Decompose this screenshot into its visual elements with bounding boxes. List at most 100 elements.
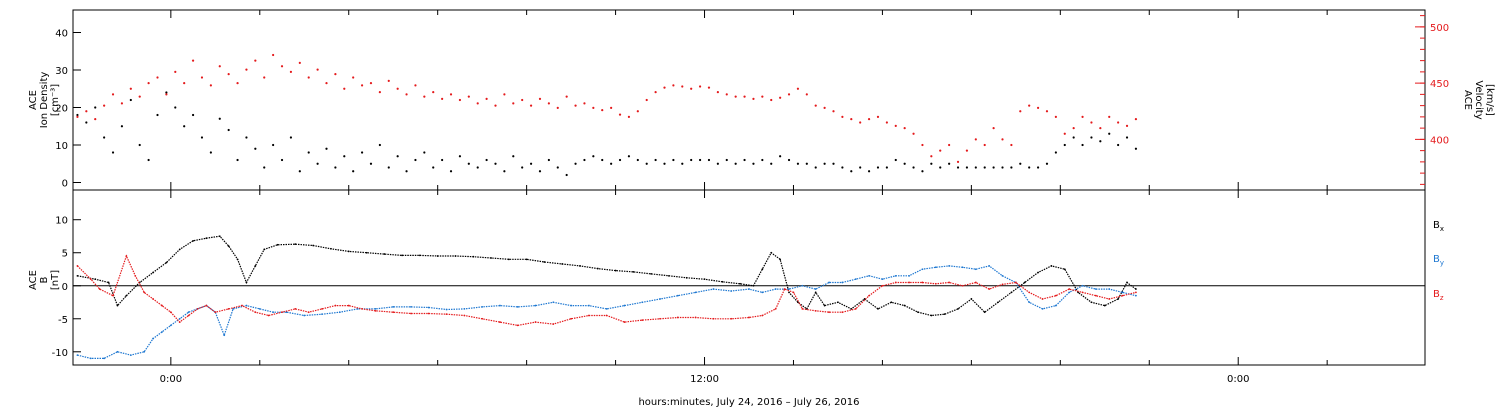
bz-point	[410, 312, 412, 315]
bz-point	[187, 314, 190, 317]
by-point	[392, 305, 395, 308]
bx-point	[1050, 265, 1053, 267]
velocity-point	[503, 93, 506, 96]
velocity-point	[1081, 115, 1084, 118]
velocity-point	[583, 102, 586, 105]
density-point	[601, 158, 604, 162]
bz-point	[676, 316, 679, 319]
density-tick-label: 0	[62, 179, 68, 190]
density-point	[458, 155, 462, 158]
bx-point	[227, 245, 230, 248]
density-point	[681, 162, 684, 165]
bx-point	[436, 255, 439, 257]
velocity-point	[1072, 127, 1075, 130]
bz-point	[659, 317, 661, 320]
bz-point	[1001, 283, 1004, 286]
velocity-point	[992, 127, 995, 130]
density-point	[610, 162, 613, 165]
bx-point	[165, 261, 168, 264]
by-point	[948, 265, 951, 267]
b-ylabel-line2: B	[39, 276, 50, 283]
velocity-point	[1099, 127, 1102, 130]
by-point	[499, 304, 501, 307]
by-point	[463, 307, 466, 310]
density-point	[956, 166, 960, 169]
by-point	[1081, 284, 1084, 287]
velocity-point	[823, 106, 826, 109]
bx-point	[779, 258, 782, 261]
by-point	[868, 274, 870, 277]
bx-point	[454, 255, 457, 257]
bz-point	[1054, 294, 1057, 297]
velocity-point	[387, 79, 390, 82]
density-point	[147, 158, 150, 162]
by-point	[761, 291, 764, 294]
density-point	[1090, 136, 1093, 139]
velocity-point	[894, 124, 897, 127]
velocity-point	[903, 127, 906, 130]
velocity-ylabel-line2: Velocity	[1473, 80, 1484, 119]
velocity-point	[547, 102, 550, 105]
bx-point	[917, 311, 919, 314]
bx-point	[943, 313, 946, 316]
bx-point	[596, 267, 599, 270]
density-point	[565, 173, 568, 177]
bz-series	[76, 254, 1137, 327]
velocity-series	[76, 53, 1138, 163]
bx-point	[1126, 281, 1128, 284]
bx-point	[490, 257, 492, 259]
by-point	[169, 324, 172, 327]
density-point	[512, 155, 515, 158]
bx-point	[1010, 291, 1013, 294]
bz-point	[1121, 294, 1124, 297]
density-tick-label: 10	[55, 141, 68, 152]
density-point	[805, 162, 808, 165]
bx-point	[383, 253, 386, 255]
density-point	[876, 166, 880, 169]
bx-point	[877, 307, 879, 310]
velocity-point	[129, 87, 132, 90]
bz-point	[961, 284, 964, 287]
by-point	[894, 274, 897, 277]
by-point	[374, 307, 377, 310]
bz-point	[445, 313, 448, 316]
velocity-point	[1134, 118, 1138, 121]
bz-point	[868, 294, 870, 297]
density-point	[227, 128, 230, 132]
bz-point	[89, 278, 92, 281]
bz-point	[623, 321, 626, 323]
velocity-point	[1117, 121, 1120, 124]
velocity-ylabel-line1: ACE	[1462, 90, 1473, 110]
density-point	[939, 166, 942, 169]
density-point	[645, 162, 648, 165]
bx-point	[245, 281, 248, 284]
density-point	[529, 162, 533, 165]
density-point	[200, 136, 204, 139]
velocity-point	[859, 121, 862, 124]
velocity-point	[1019, 110, 1022, 113]
velocity-point	[280, 65, 284, 68]
velocity-point	[867, 118, 871, 121]
by-point	[427, 306, 430, 309]
density-point	[432, 166, 435, 169]
bx-point	[525, 258, 528, 261]
b-ylabel-line1: ACE	[28, 270, 39, 290]
by-point	[676, 294, 679, 297]
bx-point	[116, 304, 119, 307]
bz-point	[112, 294, 114, 297]
bz-point	[908, 281, 911, 284]
time-tick-label: 0:00	[1227, 374, 1249, 385]
by-point	[143, 350, 146, 353]
velocity-point	[796, 87, 800, 90]
velocity-point	[369, 82, 373, 85]
density-point	[94, 106, 97, 109]
density-point	[1134, 147, 1138, 150]
by-point	[623, 304, 626, 307]
by-point	[908, 274, 911, 277]
bx-point	[703, 278, 706, 281]
bx-point	[863, 298, 866, 300]
density-point	[672, 158, 675, 162]
density-point	[832, 162, 835, 165]
velocity-point	[912, 132, 915, 135]
